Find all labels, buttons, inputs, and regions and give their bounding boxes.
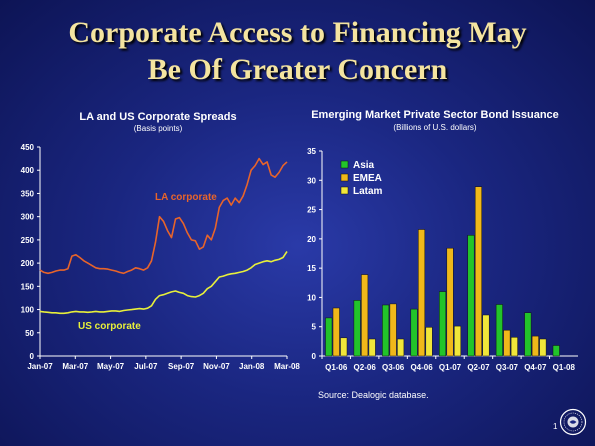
bar-chart-x-tick-label: Q4-06 bbox=[410, 363, 433, 372]
legend-label-latam: Latam bbox=[353, 186, 383, 197]
bar-asia bbox=[410, 308, 418, 357]
bar-asia bbox=[495, 304, 503, 357]
bar-chart-title: Emerging Market Private Sector Bond Issu… bbox=[311, 109, 559, 121]
legend-label-emea: EMEA bbox=[353, 173, 382, 184]
slide-title-line2: Be Of Greater Concern bbox=[147, 53, 448, 86]
bar-chart-y-tick-label: 5 bbox=[312, 323, 317, 332]
line-chart-x-tick-label: Mar-08 bbox=[274, 362, 300, 371]
line-chart-y-tick-label: 250 bbox=[21, 236, 35, 245]
line-chart-y-tick-label: 400 bbox=[21, 166, 35, 175]
line-chart-y-tick-label: 50 bbox=[25, 329, 34, 338]
bar-latam bbox=[397, 338, 405, 357]
line-chart-y-tick-label: 300 bbox=[21, 213, 35, 222]
bar-asia bbox=[382, 304, 390, 357]
bar-emea bbox=[389, 303, 397, 357]
line-chart-y-tick-label: 450 bbox=[21, 143, 35, 152]
bar-latam bbox=[482, 314, 490, 357]
line-chart-y-tick-label: 350 bbox=[21, 189, 35, 198]
bar-emea bbox=[503, 329, 511, 357]
bar-asia bbox=[524, 312, 532, 357]
bar-chart-subtitle: (Billions of U.S. dollars) bbox=[393, 123, 476, 132]
line-chart-subtitle: (Basis points) bbox=[134, 124, 183, 133]
bar-latam bbox=[340, 337, 348, 357]
bar-asia bbox=[439, 291, 447, 357]
us-corporate-line bbox=[39, 251, 288, 315]
bar-asia bbox=[467, 235, 475, 357]
line-chart-x-tick-label: Sep-07 bbox=[168, 362, 195, 371]
imf-seal-icon bbox=[559, 408, 587, 436]
slide-title-line1: Corporate Access to Financing May bbox=[68, 16, 527, 49]
bar-latam bbox=[510, 337, 518, 357]
bar-chart-y-tick-label: 20 bbox=[307, 235, 316, 244]
line-chart-title: LA and US Corporate Spreads bbox=[79, 111, 236, 123]
bar-chart-x-tick-label: Q3-06 bbox=[382, 363, 405, 372]
line-chart-x-tick-label: Nov-07 bbox=[203, 362, 230, 371]
legend-swatch-emea bbox=[340, 173, 349, 182]
bar-chart-y-tick-label: 10 bbox=[307, 293, 316, 302]
bar-emea bbox=[361, 274, 369, 357]
line-chart-x-tick-label: Jul-07 bbox=[134, 362, 158, 371]
bar-chart-x-tick-label: Q2-07 bbox=[467, 363, 490, 372]
bar-chart-x-tick-label: Q1-06 bbox=[325, 363, 348, 372]
bar-asia bbox=[552, 345, 560, 357]
issuance-bar-chart: Emerging Market Private Sector Bond Issu… bbox=[307, 109, 578, 372]
bar-emea bbox=[332, 307, 340, 357]
line-chart-x-tick-label: May-07 bbox=[97, 362, 125, 371]
bar-chart-x-tick-label: Q3-07 bbox=[496, 363, 519, 372]
bar-chart-legend: Asia EMEA Latam bbox=[340, 160, 383, 197]
bar-emea bbox=[418, 229, 426, 357]
la-corporate-line bbox=[39, 157, 288, 275]
legend-label-asia: Asia bbox=[353, 160, 375, 171]
slide-title: Corporate Access to Financing May Be Of … bbox=[0, 14, 595, 88]
bar-asia bbox=[325, 317, 333, 357]
bar-chart-y-tick-label: 15 bbox=[307, 264, 316, 273]
bar-latam bbox=[368, 338, 376, 357]
bar-asia bbox=[353, 300, 361, 357]
bar-chart-x-tick-label: Q2-06 bbox=[354, 363, 377, 372]
bar-emea bbox=[531, 335, 539, 357]
bar-chart-x-tick-label: Q1-07 bbox=[439, 363, 462, 372]
bar-chart-x-tick-label: Q1-08 bbox=[553, 363, 576, 372]
bar-latam bbox=[539, 338, 547, 357]
la-series-label: LA corporate bbox=[155, 192, 217, 203]
bar-chart-y-tick-label: 25 bbox=[307, 206, 316, 215]
bar-chart-x-tick-label: Q4-07 bbox=[524, 363, 547, 372]
legend-swatch-asia bbox=[340, 160, 349, 169]
bar-emea bbox=[474, 186, 482, 357]
bar-chart-y-tick-label: 30 bbox=[307, 176, 316, 185]
line-chart-x-tick-label: Mar-07 bbox=[62, 362, 88, 371]
spreads-line-chart: LA and US Corporate Spreads (Basis point… bbox=[21, 111, 301, 371]
line-chart-y-tick-label: 0 bbox=[30, 352, 35, 361]
line-chart-y-tick-label: 200 bbox=[21, 259, 35, 268]
bar-chart-y-tick-label: 0 bbox=[312, 352, 317, 361]
line-chart-y-tick-label: 100 bbox=[21, 306, 35, 315]
bar-latam bbox=[425, 327, 433, 357]
line-chart-x-tick-label: Jan-07 bbox=[27, 362, 53, 371]
line-chart-x-tick-label: Jan-08 bbox=[239, 362, 265, 371]
bar-chart-y-tick-label: 35 bbox=[307, 147, 316, 156]
bar-emea bbox=[446, 247, 454, 357]
legend-swatch-latam bbox=[340, 186, 349, 195]
page-number: 1 bbox=[553, 422, 558, 431]
line-chart-y-tick-label: 150 bbox=[21, 282, 35, 291]
bar-latam bbox=[454, 325, 462, 357]
source-note: Source: Dealogic database. bbox=[318, 390, 429, 400]
us-series-label: US corporate bbox=[78, 321, 141, 332]
